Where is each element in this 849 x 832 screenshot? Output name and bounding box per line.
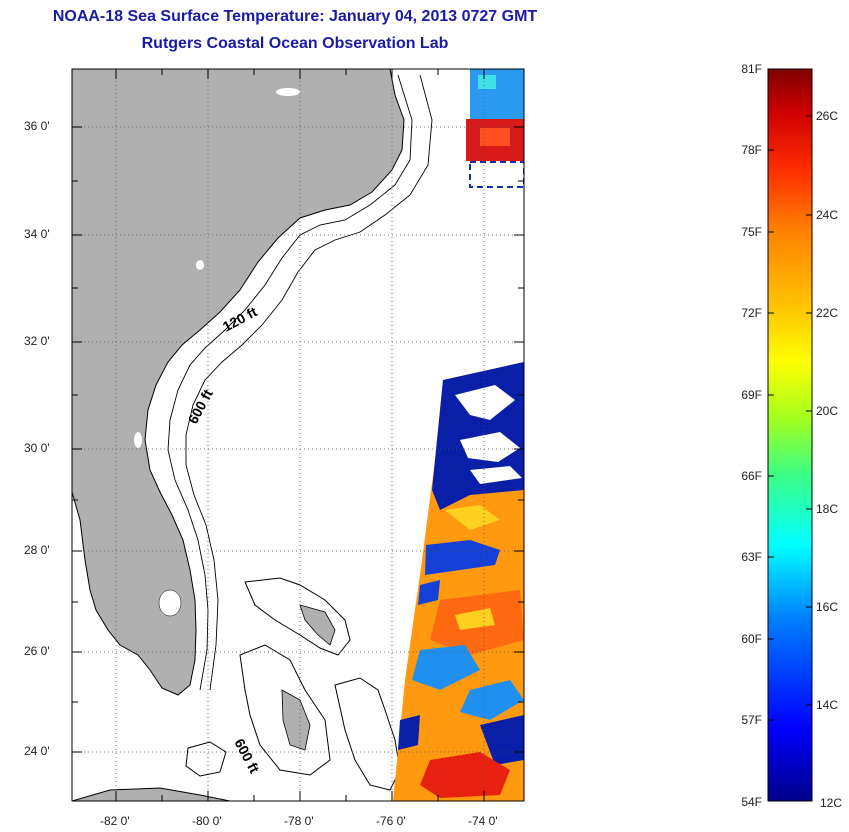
sst-yellow-patches bbox=[445, 505, 500, 630]
sst-cloud-edge bbox=[469, 161, 524, 188]
contour-120ft bbox=[167, 74, 413, 691]
colorbar-c-label: 12C bbox=[820, 796, 843, 810]
colorbar-f-label: 57F bbox=[741, 713, 762, 727]
sst-cool-band bbox=[418, 540, 500, 605]
bahamas-andros bbox=[281, 689, 311, 751]
lake bbox=[276, 88, 300, 96]
sst-clear-gaps bbox=[455, 385, 522, 484]
colorbar-c-label: 24C bbox=[816, 208, 839, 222]
colorbar-f-label: 66F bbox=[741, 469, 762, 483]
colorbar-f-label: 60F bbox=[741, 632, 762, 646]
graticule bbox=[72, 69, 524, 801]
axis-ticks bbox=[72, 69, 524, 801]
colorbar-f-label: 63F bbox=[741, 550, 762, 564]
colorbar-f-label: 75F bbox=[741, 225, 762, 239]
colorbar-c-label: 14C bbox=[816, 698, 839, 712]
lat-label: 26 0' bbox=[24, 644, 50, 658]
lon-label: -76 0' bbox=[376, 814, 406, 828]
colorbar-f-label: 72F bbox=[741, 306, 762, 320]
lat-label: 32 0' bbox=[24, 334, 50, 348]
lat-label: 36 0' bbox=[24, 119, 50, 133]
lon-label: -80 0' bbox=[192, 814, 222, 828]
contour-600ft bbox=[185, 74, 433, 691]
colorbar-c-label: 26C bbox=[816, 109, 839, 123]
colorbar-c-label: 20C bbox=[816, 404, 839, 418]
colorbar-f-label: 78F bbox=[741, 143, 762, 157]
map-border bbox=[71, 68, 525, 802]
colorbar-c-label: 18C bbox=[816, 502, 839, 516]
bahamas-island bbox=[299, 604, 336, 646]
lake-okeechobee bbox=[158, 589, 182, 617]
colorbar-f-label: 69F bbox=[741, 388, 762, 402]
map-subtitle: Rutgers Coastal Ocean Observation Lab bbox=[141, 35, 449, 52]
sst-cloud-deep bbox=[432, 362, 524, 510]
lat-label: 34 0' bbox=[24, 227, 50, 241]
lon-label: -78 0' bbox=[284, 814, 314, 828]
lat-label: 24 0' bbox=[24, 744, 50, 758]
lon-label: -82 0' bbox=[100, 814, 130, 828]
lake bbox=[134, 432, 142, 448]
cay-sal-bank bbox=[185, 741, 227, 777]
sst-hot-patches bbox=[420, 752, 510, 798]
colorbar-ticks bbox=[768, 115, 812, 721]
map-title: NOAA-18 Sea Surface Temperature: January… bbox=[52, 8, 538, 25]
cuba-coast bbox=[72, 787, 231, 801]
colorbar bbox=[767, 68, 813, 802]
lake bbox=[196, 260, 204, 270]
sst-patch bbox=[480, 128, 510, 146]
colorbar-c-label: 16C bbox=[816, 600, 839, 614]
lat-label: 28 0' bbox=[24, 543, 50, 557]
colorbar-f-label: 54F bbox=[741, 795, 762, 809]
lat-label: 30 0' bbox=[24, 441, 50, 455]
colorbar-f-label: 81F bbox=[741, 62, 762, 76]
land-southeast-us bbox=[72, 69, 405, 696]
sst-cool-patches bbox=[412, 645, 524, 720]
lon-label: -74 0' bbox=[468, 814, 498, 828]
colorbar-c-label: 22C bbox=[816, 306, 839, 320]
sst-patch bbox=[478, 75, 496, 89]
sst-deep-patches bbox=[398, 715, 524, 765]
